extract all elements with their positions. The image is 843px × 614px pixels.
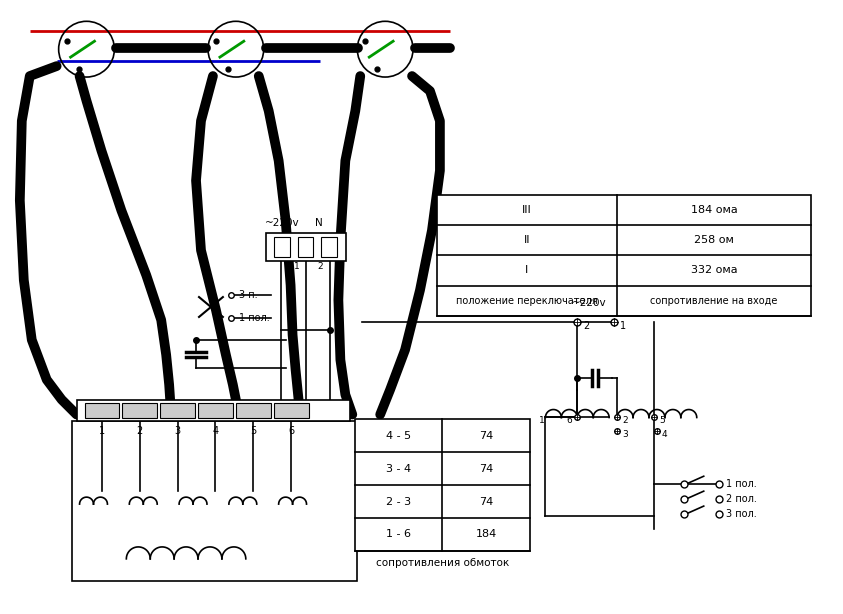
Text: 1: 1 <box>293 262 299 271</box>
Text: 258 ом: 258 ом <box>694 235 734 245</box>
Text: положение переключателя: положение переключателя <box>456 296 598 306</box>
Text: 1: 1 <box>539 416 545 425</box>
Text: II: II <box>524 235 530 245</box>
Text: 6: 6 <box>566 416 572 425</box>
Bar <box>77 400 351 421</box>
Text: ~220v: ~220v <box>266 219 300 228</box>
Text: III: III <box>522 204 532 215</box>
Text: ~220v: ~220v <box>572 298 607 308</box>
Text: 3 - 4: 3 - 4 <box>386 464 411 474</box>
Text: 6: 6 <box>288 427 294 437</box>
Bar <box>355 419 529 551</box>
Bar <box>266 233 346 261</box>
Text: 2: 2 <box>318 262 323 271</box>
Bar <box>236 403 271 419</box>
Text: 5: 5 <box>250 427 256 437</box>
Bar <box>84 403 120 419</box>
Text: сопротивления обмоток: сопротивления обмоток <box>376 558 509 568</box>
Text: 1: 1 <box>99 427 105 437</box>
Text: 2 - 3: 2 - 3 <box>386 497 411 507</box>
Text: N: N <box>314 219 322 228</box>
Text: 3: 3 <box>175 427 180 437</box>
Text: 1: 1 <box>620 321 626 331</box>
Text: 4: 4 <box>212 427 218 437</box>
Text: 4: 4 <box>662 430 668 439</box>
Text: 3: 3 <box>622 430 628 439</box>
Text: 184 ома: 184 ома <box>690 204 738 215</box>
Text: 184: 184 <box>475 529 497 540</box>
Text: 1 пол.: 1 пол. <box>726 479 756 489</box>
Text: 332 ома: 332 ома <box>690 265 738 276</box>
Text: 1 - 6: 1 - 6 <box>386 529 411 540</box>
Text: 1 пол.: 1 пол. <box>239 313 270 323</box>
Text: 74: 74 <box>479 497 493 507</box>
Bar <box>122 403 157 419</box>
Text: 74: 74 <box>479 431 493 441</box>
Text: 2 пол.: 2 пол. <box>726 494 756 504</box>
Bar <box>274 403 309 419</box>
Text: I: I <box>525 265 529 276</box>
Bar <box>198 403 233 419</box>
Bar <box>274 238 290 257</box>
Text: 2: 2 <box>622 416 628 425</box>
Text: 5: 5 <box>659 416 664 425</box>
Text: 4 - 5: 4 - 5 <box>386 431 411 441</box>
Text: 3 пол.: 3 пол. <box>726 509 756 519</box>
Text: сопротивление на входе: сопротивление на входе <box>650 296 777 306</box>
Text: 3 п.: 3 п. <box>239 290 257 300</box>
Bar <box>437 195 811 316</box>
Bar <box>298 238 314 257</box>
Text: 74: 74 <box>479 464 493 474</box>
Bar <box>321 238 337 257</box>
Text: 2: 2 <box>137 427 143 437</box>
Bar <box>72 421 357 581</box>
Bar <box>160 403 195 419</box>
Text: 2: 2 <box>583 321 589 331</box>
